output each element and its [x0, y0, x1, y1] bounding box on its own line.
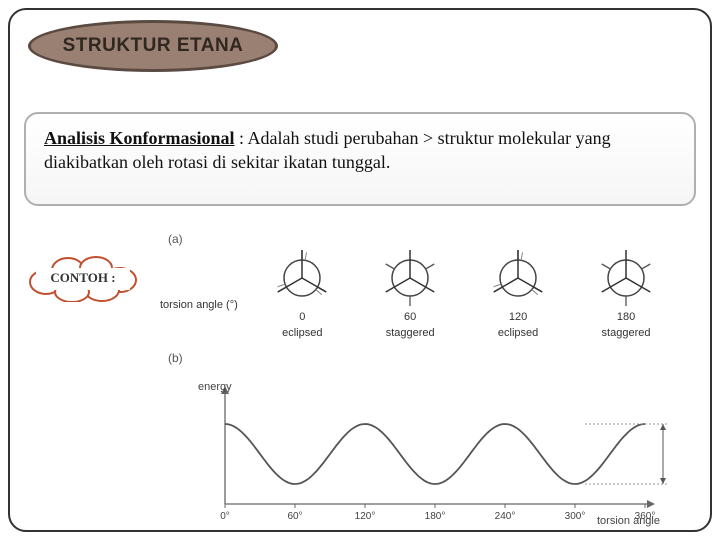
newman-name-2: eclipsed: [464, 326, 572, 340]
svg-text:300°: 300°: [565, 511, 586, 519]
newman-row: torsion angle (°) 0 eclipsed 60 staggere…: [160, 248, 680, 341]
slide-title-text: STRUKTUR ETANA: [63, 35, 244, 57]
newman-projection-icon: [483, 248, 553, 308]
svg-text:240°: 240°: [495, 511, 516, 519]
newman-name-3: staggered: [572, 326, 680, 340]
energy-x-label: torsion angle: [597, 515, 660, 527]
newman-cell-120: 120 eclipsed: [464, 248, 572, 341]
newman-angle-2: 120: [464, 310, 572, 324]
definition-sep: :: [235, 128, 248, 148]
newman-angle-0: 0: [248, 310, 356, 324]
svg-text:180°: 180°: [425, 511, 446, 519]
contoh-callout: CONTOH :: [24, 254, 142, 302]
svg-text:60°: 60°: [287, 511, 302, 519]
newman-name-0: eclipsed: [248, 326, 356, 340]
panel-a-label: (a): [168, 232, 680, 246]
energy-plot: energy 0° 60° 120° 180° 240° 300° 360° c…: [170, 379, 670, 529]
contoh-label: CONTOH :: [24, 254, 142, 302]
newman-name-1: staggered: [356, 326, 464, 340]
svg-text:120°: 120°: [355, 511, 376, 519]
slide-title-badge: STRUKTUR ETANA: [28, 20, 278, 72]
newman-projection-icon: [591, 248, 661, 308]
diagram-area: (a) torsion angle (°) 0 eclipsed 60 stag…: [160, 232, 680, 529]
definition-term: Analisis Konformasional: [44, 128, 235, 148]
energy-chart: 0° 60° 120° 180° 240° 300° 360° ca.12 kJ…: [170, 379, 670, 519]
newman-cell-180: 180 staggered: [572, 248, 680, 341]
newman-angle-1: 60: [356, 310, 464, 324]
torsion-row-heading: torsion angle (°): [160, 248, 248, 341]
svg-text:0°: 0°: [220, 511, 230, 519]
newman-projection-icon: [267, 248, 337, 308]
panel-b-label: (b): [168, 351, 680, 365]
newman-cell-60: 60 staggered: [356, 248, 464, 341]
newman-cell-0: 0 eclipsed: [248, 248, 356, 341]
newman-projection-icon: [375, 248, 445, 308]
newman-angle-3: 180: [572, 310, 680, 324]
energy-y-label: energy: [198, 381, 232, 393]
definition-box: Analisis Konformasional : Adalah studi p…: [24, 112, 696, 206]
